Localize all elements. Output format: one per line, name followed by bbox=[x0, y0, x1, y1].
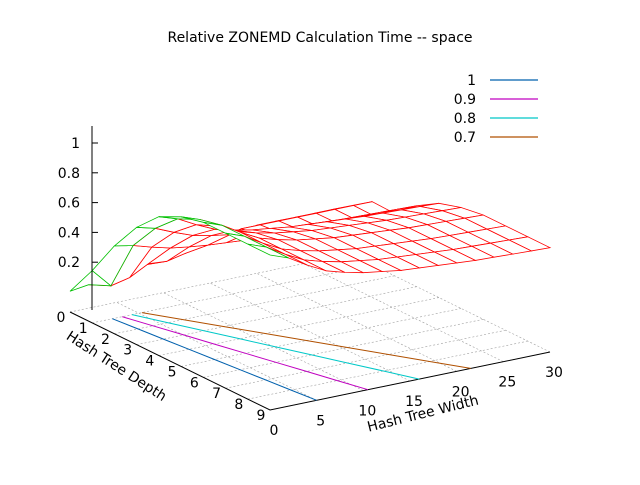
grid-line-width bbox=[163, 292, 364, 391]
surface-mesh bbox=[69, 201, 552, 292]
grid-line-depth bbox=[114, 275, 395, 335]
depth-tick-label: 3 bbox=[123, 343, 132, 359]
grid-line-depth bbox=[225, 329, 506, 389]
z-tick-label: 0.4 bbox=[58, 225, 80, 241]
z-tick-label: 0.2 bbox=[58, 255, 80, 271]
width-tick-label: 20 bbox=[452, 384, 470, 400]
width-axis-label: Hash Tree Width bbox=[366, 393, 481, 436]
depth-tick-label: 6 bbox=[190, 375, 199, 391]
legend-entry-label: 0.9 bbox=[454, 92, 476, 108]
depth-tick-label: 9 bbox=[257, 408, 266, 424]
width-tick-label: 0 bbox=[270, 423, 279, 439]
contour-line bbox=[131, 314, 420, 380]
legend: 1 0.9 0.8 0.7 bbox=[454, 73, 538, 146]
depth-tick-label: 2 bbox=[101, 332, 110, 348]
width-tick-label: 5 bbox=[316, 413, 325, 429]
width-tick-label: 25 bbox=[498, 375, 516, 391]
legend-entry-label: 0.8 bbox=[454, 111, 476, 127]
z-tick-label: 1 bbox=[71, 136, 80, 152]
z-tick-label: 0.6 bbox=[58, 196, 80, 212]
contour-lines bbox=[112, 312, 471, 401]
grid-line-width bbox=[209, 282, 411, 382]
width-tick-label: 10 bbox=[358, 404, 376, 420]
contour-line bbox=[112, 318, 317, 401]
contour-line bbox=[122, 316, 369, 391]
legend-entry-label: 0.7 bbox=[454, 130, 476, 146]
depth-tick-label: 1 bbox=[79, 321, 88, 337]
chart-title: Relative ZONEMD Calculation Time -- spac… bbox=[167, 30, 472, 46]
depth-tick-label: 0 bbox=[57, 310, 66, 326]
grid-line-width bbox=[303, 263, 504, 362]
surface-cell bbox=[247, 243, 289, 259]
grid-line-width bbox=[256, 273, 457, 372]
grid-line-depth bbox=[158, 297, 439, 356]
grid-line-depth bbox=[181, 308, 462, 367]
z-tick-label: 0.8 bbox=[58, 166, 80, 182]
width-tick-label: 30 bbox=[545, 365, 563, 381]
contour-line bbox=[141, 312, 471, 369]
z-axis: 0.2 0.4 0.6 0.8 1 bbox=[58, 126, 98, 310]
depth-tick-label: 5 bbox=[168, 364, 177, 380]
depth-tick-label: 7 bbox=[212, 386, 221, 402]
depth-tick-label: 8 bbox=[234, 397, 243, 413]
width-axis-ticks: 0 5 10 15 20 25 30 bbox=[270, 365, 563, 439]
legend-entry-label: 1 bbox=[467, 73, 476, 89]
grid-line-depth bbox=[203, 319, 484, 378]
base-frame bbox=[69, 311, 551, 411]
depth-tick-label: 4 bbox=[145, 354, 154, 370]
width-tick-label: 15 bbox=[405, 394, 423, 410]
